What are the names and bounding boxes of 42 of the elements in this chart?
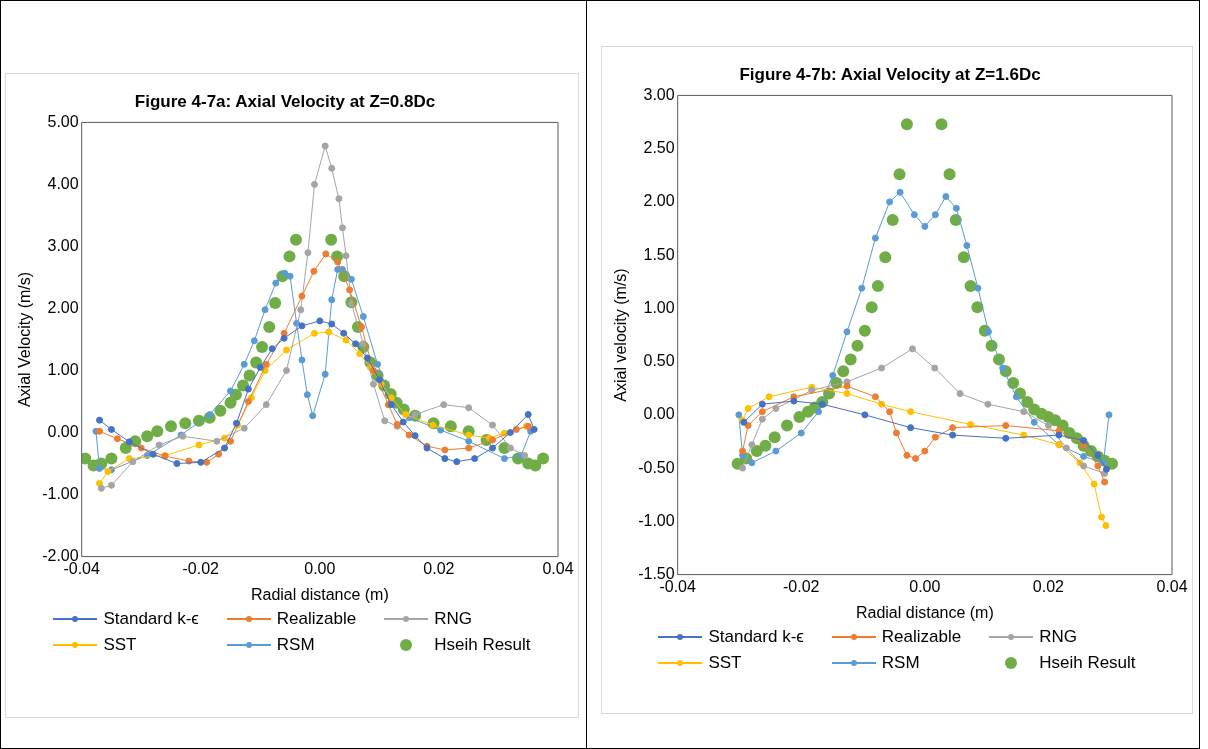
y-tick-label: 3.00 bbox=[47, 236, 79, 254]
y-tick-label: 2.00 bbox=[47, 298, 79, 316]
legend-label: Standard k-ϵ bbox=[708, 627, 804, 647]
x-tick-label: -0.02 bbox=[182, 559, 220, 577]
y-tick-label: 3.00 bbox=[643, 85, 675, 103]
x-tick-label: 0.00 bbox=[909, 577, 941, 595]
chart-title: Figure 4-7b: Axial Velocity at Z=1.6Dc bbox=[739, 64, 1041, 84]
y-tick-label: 0.00 bbox=[47, 422, 79, 440]
x-tick-label: 0.00 bbox=[304, 559, 336, 577]
y-tick-label: -1.00 bbox=[42, 484, 79, 502]
y-axis-title: Axial velocity (m/s) bbox=[612, 268, 630, 402]
legend-label: RNG bbox=[434, 609, 472, 629]
y-tick-label: 1.00 bbox=[47, 360, 79, 378]
legend-label: Realizable bbox=[881, 627, 962, 647]
x-tick-label: 0.04 bbox=[1156, 577, 1188, 595]
y-tick-label: -1.00 bbox=[638, 511, 675, 529]
legend-label: RSM bbox=[881, 653, 920, 673]
x-axis-title: Radial distance (m) bbox=[250, 585, 389, 603]
legend-label: Realizable bbox=[276, 609, 357, 629]
legend-label: Standard k-ϵ bbox=[103, 609, 199, 629]
x-tick-label: 0.02 bbox=[423, 559, 455, 577]
legend-label: RNG bbox=[1039, 627, 1077, 647]
x-axis-title: Radial distance (m) bbox=[855, 603, 994, 621]
legend-label: Hseih Result bbox=[1039, 653, 1136, 673]
y-axis-title: Axial Velocity (m/s) bbox=[16, 271, 34, 408]
x-tick-label: 0.04 bbox=[542, 559, 574, 577]
x-tick-label: 0.02 bbox=[1032, 577, 1065, 595]
y-tick-label: 5.00 bbox=[47, 112, 79, 130]
y-tick-label: 0.00 bbox=[643, 405, 675, 423]
y-tick-label: 2.00 bbox=[643, 192, 675, 210]
legend-label: SST bbox=[708, 653, 742, 673]
y-tick-label: 4.00 bbox=[47, 174, 79, 192]
chart-title: Figure 4-7a: Axial Velocity at Z=0.8Dc bbox=[134, 91, 436, 111]
y-tick-label: 1.50 bbox=[643, 245, 675, 263]
legend-label: RSM bbox=[276, 635, 315, 655]
y-tick-label: 2.50 bbox=[643, 139, 675, 157]
legend-label: SST bbox=[103, 635, 137, 655]
y-tick-label: 0.50 bbox=[643, 352, 675, 370]
y-tick-label: -0.50 bbox=[638, 458, 675, 476]
legend-label: Hseih Result bbox=[434, 635, 531, 655]
y-tick-label: 1.00 bbox=[643, 298, 675, 316]
x-tick-label: -0.02 bbox=[783, 577, 820, 595]
